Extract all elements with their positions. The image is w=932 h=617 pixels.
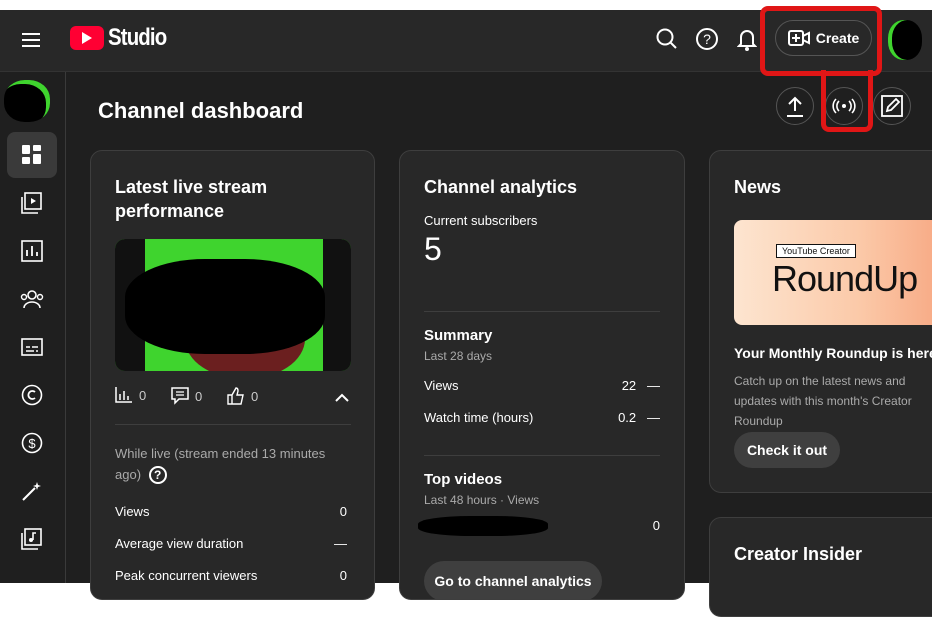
image-title: RoundUp — [772, 258, 918, 299]
top-videos-period: Last 48 hours · Views — [424, 493, 540, 507]
top-bar: Studio ? Create — [0, 10, 932, 72]
subscribers-label: Current subscribers — [424, 213, 538, 228]
content-icon — [21, 192, 42, 214]
menu-icon[interactable] — [20, 28, 44, 52]
comment-icon — [171, 387, 189, 405]
card-title: Channel analytics — [424, 177, 578, 197]
help-icon[interactable]: ? — [694, 26, 720, 52]
sidebar-item-copyright[interactable] — [7, 372, 57, 418]
news-headline: Your Monthly Roundup is here — [734, 345, 932, 361]
annotation-highlight-create — [760, 6, 882, 76]
channel-analytics-card: Channel analytics Current subscribers 5 … — [399, 150, 685, 600]
collapse-chevron-icon[interactable] — [333, 389, 351, 405]
thumbs-up-icon — [227, 387, 244, 405]
latest-live-stream-card: Latest live stream performance 0 0 0 Whi… — [90, 150, 375, 600]
notifications-bell-icon[interactable] — [734, 26, 760, 52]
sidebar-item-earn[interactable]: $ — [7, 420, 57, 466]
audio-library-icon — [21, 528, 42, 550]
studio-logo[interactable]: Studio — [70, 24, 177, 52]
metric-row: Views 0 — [115, 504, 347, 519]
channel-avatar[interactable] — [4, 80, 50, 122]
sidebar-item-community[interactable] — [7, 276, 57, 322]
likes-stat: 0 — [227, 387, 258, 405]
bar-chart-icon — [115, 387, 132, 403]
search-icon[interactable] — [654, 26, 680, 52]
summary-row: Watch time (hours) 0.2 — — [424, 410, 660, 425]
summary-row: Views 22 — — [424, 378, 660, 393]
page-title: Channel dashboard — [98, 98, 304, 123]
youtube-logo-icon — [70, 26, 104, 50]
video-add-icon — [787, 30, 810, 46]
create-button[interactable]: Create — [775, 20, 872, 56]
summary-title: Summary — [424, 327, 493, 344]
top-video-row[interactable]: 0 — [418, 514, 660, 538]
magic-wand-icon — [22, 482, 41, 501]
subscribers-count: 5 — [424, 231, 442, 267]
create-label: Create — [815, 30, 860, 46]
card-title: Latest live stream performance — [115, 177, 268, 221]
subtitles-icon — [21, 338, 43, 356]
sidebar-item-analytics[interactable] — [7, 228, 57, 274]
news-image[interactable]: YouTube Creator RoundUp — [734, 220, 932, 325]
annotation-highlight-go-live — [821, 70, 873, 132]
image-badge: YouTube Creator — [776, 244, 856, 258]
community-icon — [20, 290, 44, 309]
create-post-button[interactable] — [873, 87, 911, 125]
go-to-analytics-button[interactable]: Go to channel analytics — [424, 561, 602, 599]
app: Studio ? Create $ Channel dashboard Late… — [0, 10, 932, 617]
views-stat: 0 — [115, 387, 146, 403]
sidebar-item-content[interactable] — [7, 180, 57, 226]
copyright-icon — [21, 384, 43, 406]
card-title: News — [734, 177, 782, 197]
sidebar-item-subtitles[interactable] — [7, 324, 57, 370]
while-live-label: While live (stream ended 13 minutes ago)… — [115, 446, 326, 484]
svg-text:$: $ — [28, 436, 36, 451]
account-avatar[interactable] — [888, 20, 922, 60]
news-card: News YouTube Creator RoundUp Your Monthl… — [709, 150, 932, 493]
sidebar-item-customization[interactable] — [7, 468, 57, 514]
upload-button[interactable] — [776, 87, 814, 125]
summary-period: Last 28 days — [424, 349, 493, 363]
news-body: Catch up on the latest news and updates … — [734, 374, 912, 428]
top-videos-title: Top videos — [424, 471, 503, 488]
card-title: Creator Insider — [734, 544, 863, 564]
analytics-icon — [21, 240, 43, 262]
live-broadcast-icon — [832, 98, 856, 114]
comments-stat: 0 — [171, 387, 202, 405]
sidebar-item-dashboard[interactable] — [7, 132, 57, 178]
metric-row: Peak concurrent viewers 0 — [115, 568, 347, 583]
sidebar: $ — [0, 72, 66, 583]
metric-row: Average view duration — — [115, 536, 347, 551]
dashboard-icon — [22, 145, 41, 164]
stream-thumbnail[interactable] — [115, 239, 351, 371]
edit-post-icon — [881, 95, 903, 117]
upload-icon — [787, 96, 803, 117]
check-it-out-button[interactable]: Check it out — [734, 432, 840, 468]
monetization-icon: $ — [21, 432, 43, 454]
svg-text:?: ? — [703, 31, 711, 47]
help-icon[interactable]: ? — [148, 466, 167, 484]
sidebar-item-audio-library[interactable] — [7, 516, 57, 562]
logo-text: Studio — [108, 24, 167, 51]
creator-insider-card: Creator Insider — [709, 517, 932, 617]
